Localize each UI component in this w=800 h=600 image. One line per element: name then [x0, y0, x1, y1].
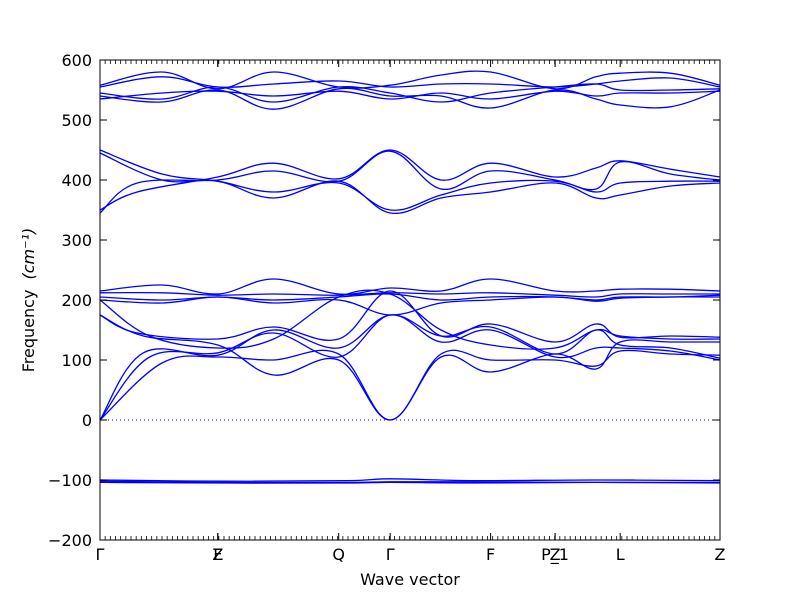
band-line: [99, 90, 721, 100]
plot-frame: [99, 59, 721, 541]
band-line: [99, 289, 721, 350]
x-tick-label: P_1: [541, 545, 569, 565]
x-tick-label: Q: [332, 545, 345, 564]
band-line: [99, 481, 721, 484]
x-tick-label: Z: [550, 545, 561, 564]
y-axis-label-unit: (cm⁻¹): [19, 228, 38, 280]
x-tick-label: Γ: [96, 545, 105, 564]
band-line: [99, 478, 721, 482]
x-tick-label: L: [616, 545, 625, 564]
band-line: [99, 291, 720, 298]
band-line: [99, 314, 720, 421]
x-tick-label: F: [213, 545, 222, 564]
band-line: [99, 87, 721, 110]
x-tick-label: Z: [715, 545, 726, 564]
x-tick-label: F: [486, 545, 495, 564]
series-layer: [99, 70, 721, 484]
y-tick-label: −200: [48, 531, 92, 550]
y-tick-label: 300: [61, 231, 92, 250]
y-tick-label: 200: [61, 291, 92, 310]
band-line: [99, 150, 721, 214]
x-axis-ticks: Γ ZF Q Γ F P_1Z L Z: [96, 60, 726, 565]
y-axis-label: Frequency (cm⁻¹): [19, 228, 38, 372]
x-minor-ticks: [104, 60, 716, 540]
band-line: [99, 83, 721, 103]
x-axis-label: Wave vector: [360, 570, 460, 589]
band-line: [99, 152, 721, 215]
y-tick-label: 400: [61, 171, 92, 190]
band-line: [99, 149, 721, 211]
x-tick-label: Γ: [386, 545, 395, 564]
y-axis-ticks: −200 −100 0 100 200 300 400 500 600: [48, 51, 720, 550]
band-line: [99, 70, 721, 90]
band-line: [99, 290, 721, 343]
y-tick-label: 0: [82, 411, 92, 430]
x-tick-label: Z: [212, 545, 223, 564]
band-line: [99, 314, 721, 421]
y-tick-label: −100: [48, 471, 92, 490]
y-tick-label: 500: [61, 111, 92, 130]
band-line: [99, 314, 721, 421]
band-line: [99, 278, 721, 295]
y-tick-label: 600: [61, 51, 92, 70]
y-axis-label-text: Frequency: [19, 290, 38, 373]
band-line: [99, 296, 721, 316]
band-line: [99, 349, 721, 421]
y-tick-label: 100: [61, 351, 92, 370]
